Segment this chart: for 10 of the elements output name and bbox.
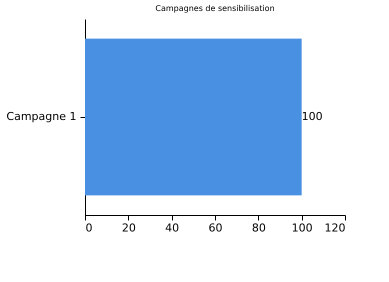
x-tick-label: 80 <box>252 222 266 234</box>
chart-title: Campagnes de sensibilisation <box>155 4 275 13</box>
y-tick-label: Campagne 1 <box>6 110 76 123</box>
x-tick-label: 60 <box>208 222 222 234</box>
x-tick-label: 20 <box>122 222 136 234</box>
x-tick-label: 100 <box>292 222 313 234</box>
x-tick-label: 120 <box>324 222 346 234</box>
data-label: 100 <box>302 110 323 123</box>
x-tick-label: 40 <box>165 222 180 234</box>
x-tick-label: 0 <box>86 222 92 234</box>
